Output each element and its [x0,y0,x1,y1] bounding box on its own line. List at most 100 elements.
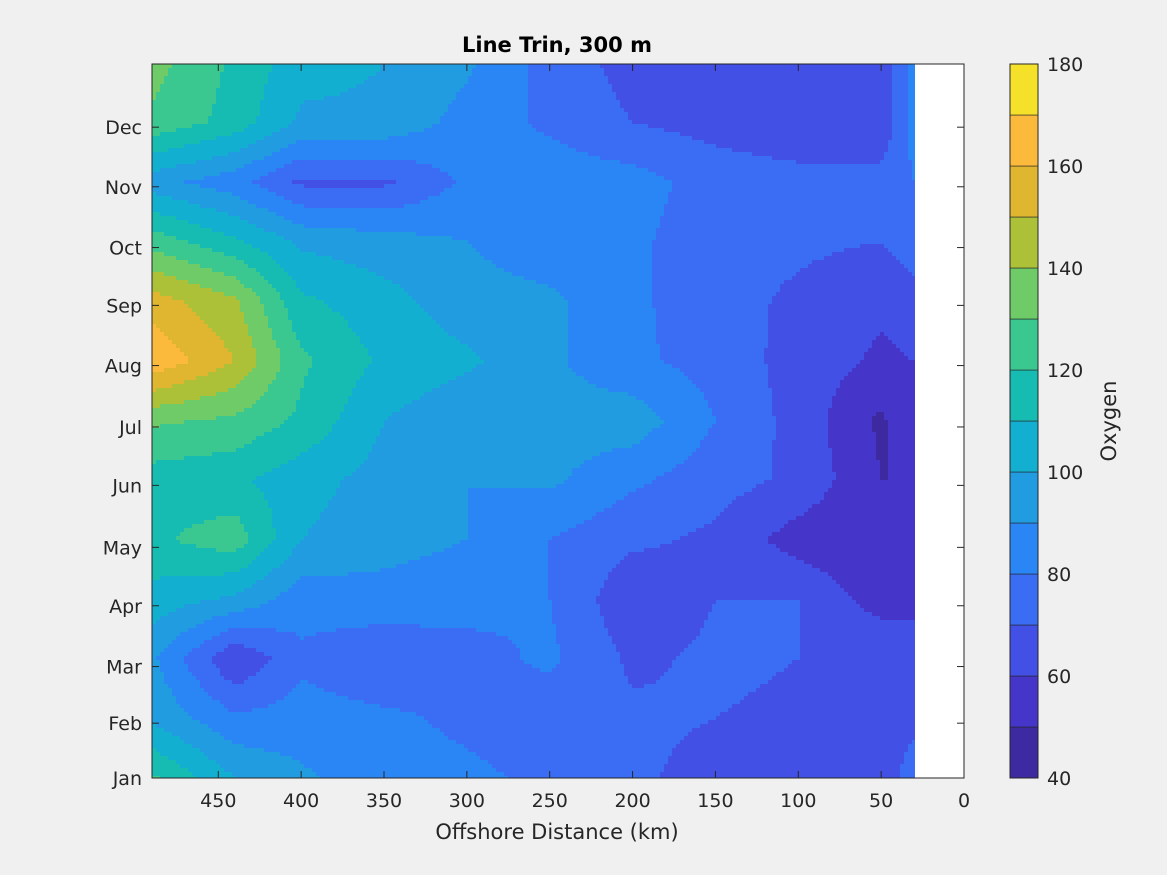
contour-cell [268,144,272,148]
contour-cell [552,68,556,72]
contour-cell [536,132,540,136]
contour-cell [792,72,796,76]
contour-cell [684,136,688,140]
contour-cell [772,64,776,68]
contour-cell [280,80,284,84]
contour-cell [200,76,204,80]
contour-cell [320,88,324,92]
contour-cell [552,144,556,148]
contour-cell [376,132,380,136]
contour-cell [776,84,780,88]
contour-cell [656,76,660,80]
contour-cell [796,88,800,92]
contour-cell [728,132,732,136]
contour-cell [692,120,696,124]
contour-cell [676,152,680,156]
contour-cell [676,84,680,88]
contour-cell [264,72,268,76]
contour-cell [432,108,436,112]
contour-cell [792,108,796,112]
contour-cell [280,132,284,136]
contour-cell [428,164,432,168]
contour-cell [480,160,484,164]
contour-cell [876,156,880,160]
contour-cell [296,92,300,96]
contour-cell [312,160,316,164]
contour-cell [316,116,320,120]
contour-cell [328,76,332,80]
contour-cell [840,96,844,100]
contour-cell [816,104,820,108]
contour-cell [640,116,644,120]
contour-cell [332,88,336,92]
contour-cell [400,76,404,80]
contour-cell [164,124,168,128]
contour-cell [440,96,444,100]
contour-cell [764,124,768,128]
contour-cell [584,148,588,152]
contour-cell [796,152,800,156]
contour-cell [636,160,640,164]
contour-cell [568,132,572,136]
contour-cell [568,136,572,140]
contour-cell [500,112,504,116]
contour-cell [284,96,288,100]
contour-cell [412,164,416,168]
contour-cell [624,140,628,144]
contour-cell [676,156,680,160]
contour-cell [172,76,176,80]
contour-cell [280,76,284,80]
contour-cell [288,152,292,156]
contour-cell [604,120,608,124]
contour-cell [476,136,480,140]
contour-cell [692,160,696,164]
contour-cell [212,84,216,88]
contour-cell [360,96,364,100]
contour-cell [748,120,752,124]
contour-cell [796,124,800,128]
contour-cell [164,128,168,132]
contour-cell [192,64,196,68]
contour-cell [840,160,844,164]
contour-cell [364,112,368,116]
contour-cell [828,100,832,104]
contour-cell [624,156,628,160]
contour-cell [848,144,852,148]
contour-cell [304,108,308,112]
contour-cell [252,144,256,148]
contour-cell [384,64,388,68]
contour-cell [684,112,688,116]
contour-cell [392,132,396,136]
contour-cell [200,72,204,76]
contour-cell [548,88,552,92]
contour-cell [612,136,616,140]
contour-cell [316,132,320,136]
contour-cell [208,132,212,136]
contour-cell [296,100,300,104]
contour-cell [648,112,652,116]
contour-cell [828,136,832,140]
contour-cell [220,64,224,68]
contour-cell [636,76,640,80]
contour-cell [176,92,180,96]
contour-cell [236,100,240,104]
contour-cell [768,140,772,144]
contour-cell [904,164,908,168]
contour-cell [756,128,760,132]
contour-cell [648,88,652,92]
contour-cell [440,76,444,80]
contour-cell [616,112,620,116]
contour-cell [204,168,208,172]
contour-cell [724,132,728,136]
contour-cell [336,84,340,88]
contour-cell [632,156,636,160]
contour-cell [332,112,336,116]
contour-cell [544,112,548,116]
contour-cell [868,120,872,124]
contour-cell [456,76,460,80]
contour-cell [596,160,600,164]
contour-cell [788,116,792,120]
contour-cell [252,124,256,128]
contour-cell [172,156,176,160]
contour-cell [300,164,304,168]
